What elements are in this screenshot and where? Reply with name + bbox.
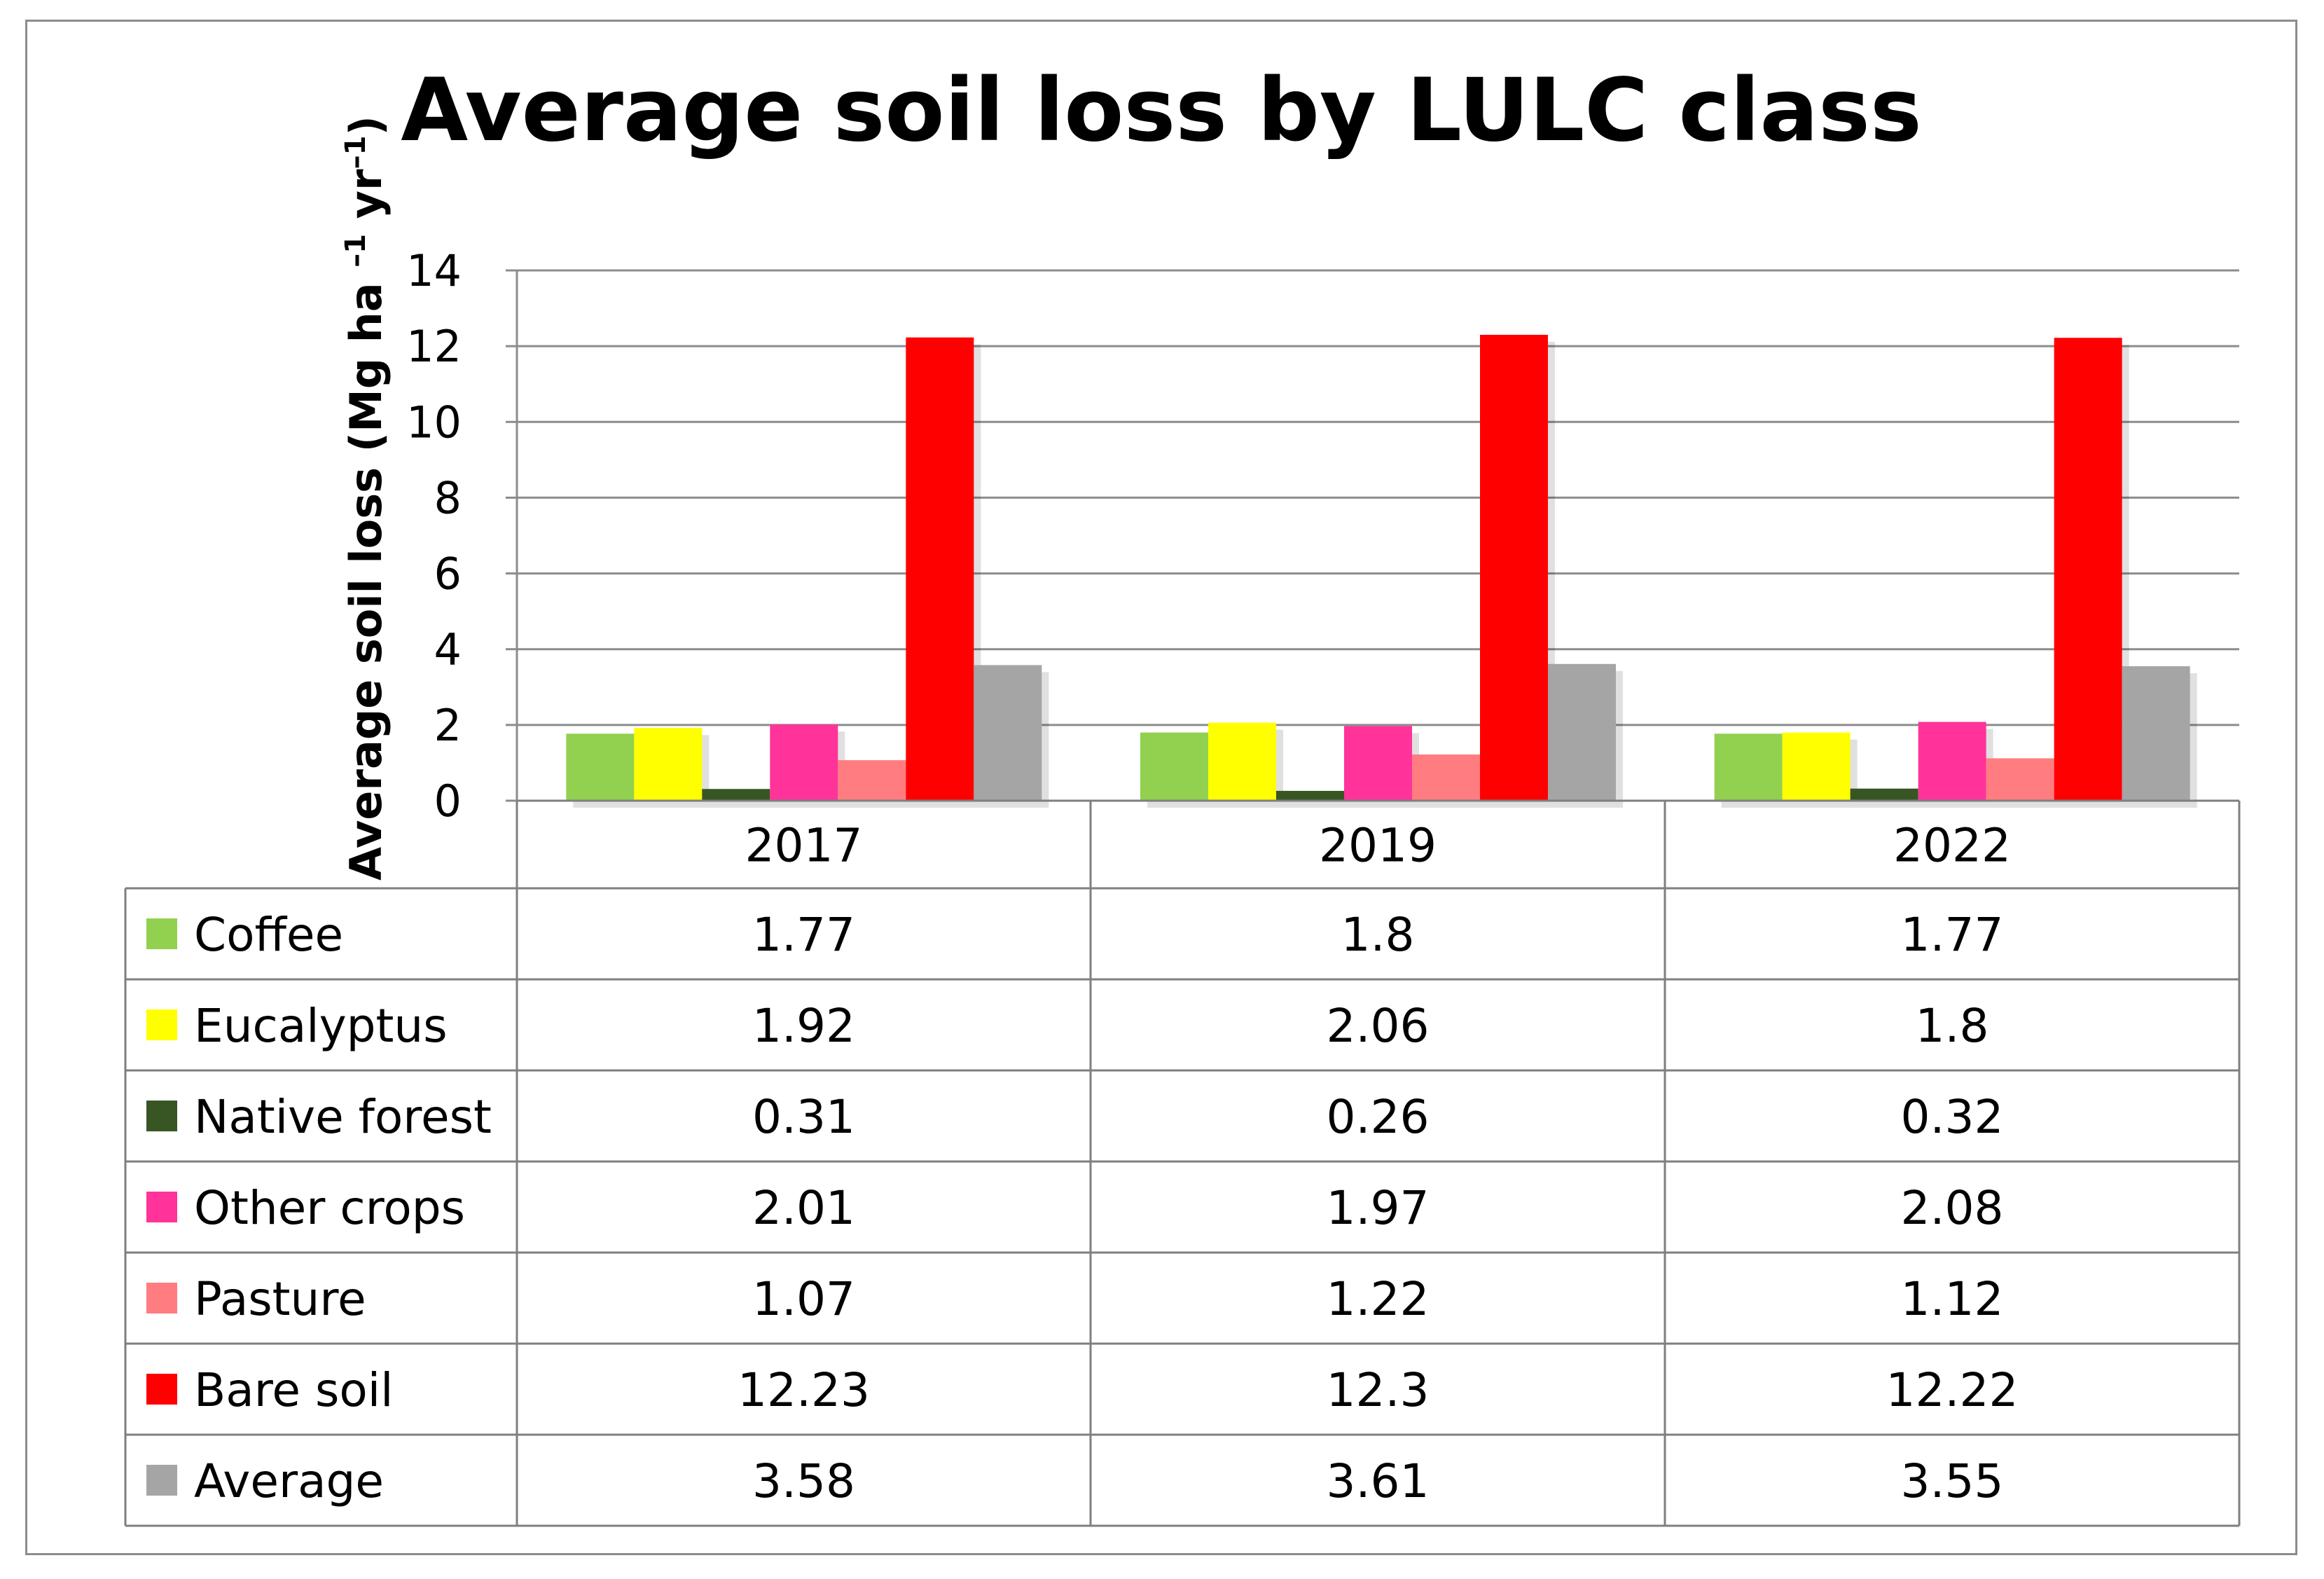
data-label: 3.55: [1901, 1454, 2004, 1508]
y-axis-label: Average soil loss (Mg ha –1 yr–1): [340, 116, 392, 881]
chart-frame: 0 2 4 6 8 10 12 14 2017 2019 2022 Coffee 1.77 1.8 1.7…: [25, 20, 2297, 1555]
y-axis-label-sup2: –1: [340, 136, 372, 170]
data-label: 1.22: [1327, 1272, 1430, 1326]
legend-swatch: [146, 1283, 177, 1313]
y-tick-label: 12: [406, 321, 462, 372]
chart-svg: 0 2 4 6 8 10 12 14 2017 2019 2022 Coffee 1.77 1.8 1.7…: [124, 60, 2241, 1527]
y-axis-label-suffix: ): [340, 116, 392, 135]
data-label: 0.26: [1327, 1090, 1430, 1144]
data-label: 1.12: [1901, 1272, 2004, 1326]
data-label: 2.06: [1327, 999, 1430, 1053]
legend-label: Pasture: [194, 1272, 366, 1326]
legend-swatch: [146, 918, 177, 949]
data-label: 1.77: [1901, 908, 2004, 962]
y-axis-label-mid: yr: [340, 169, 392, 234]
data-label: 0.31: [752, 1090, 855, 1144]
y-tick-label: 10: [406, 397, 462, 448]
data-label: 12.23: [738, 1363, 870, 1417]
legend-label: Bare soil: [194, 1363, 393, 1417]
y-tick-label: 0: [434, 775, 462, 827]
bar: [974, 665, 1042, 801]
data-label: 1.97: [1327, 1181, 1430, 1235]
y-axis-label-sup1: –1: [340, 234, 372, 268]
bar: [1850, 788, 1918, 801]
x-category-label: 2019: [1319, 819, 1437, 873]
chart-title: Average soil loss by LULC class: [401, 60, 1922, 161]
data-label: 1.07: [752, 1272, 855, 1326]
bar: [2054, 338, 2122, 801]
legend-swatch: [146, 1101, 177, 1131]
bar: [1986, 758, 2054, 801]
y-tick-label: 6: [434, 549, 462, 600]
x-category-label: 2022: [1893, 819, 2011, 873]
bar: [1208, 722, 1276, 801]
legend-label: Eucalyptus: [194, 999, 448, 1053]
bar: [1344, 726, 1412, 801]
y-tick-label: 8: [434, 472, 462, 523]
x-category-label: 2017: [745, 819, 863, 873]
data-label: 2.08: [1901, 1181, 2004, 1235]
data-label: 12.22: [1886, 1363, 2019, 1417]
y-tick-label: 2: [434, 700, 462, 751]
data-label: 3.61: [1327, 1454, 1430, 1508]
y-tick-label: 14: [406, 245, 462, 296]
bar: [1548, 663, 1616, 801]
legend-swatch: [146, 1465, 177, 1496]
legend-swatch: [146, 1009, 177, 1040]
bar: [634, 728, 703, 801]
data-label: 3.58: [752, 1454, 855, 1508]
bar: [2122, 666, 2190, 801]
legend-label: Native forest: [194, 1090, 492, 1144]
bar: [1412, 754, 1480, 801]
bar: [1782, 732, 1851, 801]
bar: [702, 789, 770, 801]
legend-label: Other crops: [194, 1181, 465, 1235]
bar: [1714, 733, 1783, 801]
data-label: 1.92: [752, 999, 855, 1053]
y-axis-label-prefix: Average soil loss (Mg ha: [340, 268, 392, 881]
bar: [838, 760, 906, 801]
legend-swatch: [146, 1374, 177, 1405]
legend-swatch: [146, 1192, 177, 1222]
data-label: 0.32: [1901, 1090, 2004, 1144]
bar: [566, 733, 635, 801]
legend-label: Coffee: [194, 908, 343, 962]
bar: [1480, 334, 1548, 801]
bar: [770, 724, 838, 801]
legend-label: Average: [194, 1454, 384, 1508]
bar: [1140, 732, 1208, 801]
bar: [906, 337, 974, 801]
bar: [1918, 722, 1986, 801]
data-label: 1.77: [752, 908, 855, 962]
data-label: 1.8: [1916, 999, 1989, 1053]
data-label: 2.01: [752, 1181, 855, 1235]
data-label: 1.8: [1341, 908, 1415, 962]
y-tick-label: 4: [434, 624, 462, 675]
data-label: 12.3: [1327, 1363, 1430, 1417]
bar: [1276, 790, 1344, 801]
